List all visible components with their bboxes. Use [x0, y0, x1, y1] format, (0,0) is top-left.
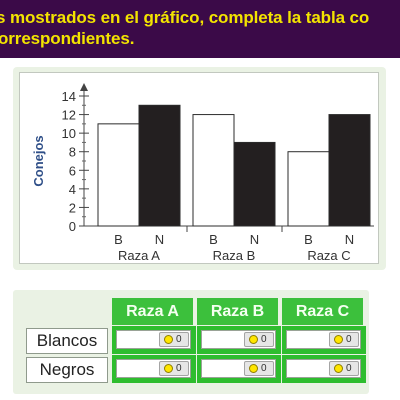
- y-tick-label: 6: [69, 163, 76, 178]
- bar-raza-b-n: [233, 141, 276, 227]
- attempt-counter-button[interactable]: 0: [159, 332, 189, 347]
- bar-category-label: B: [209, 232, 218, 247]
- answer-field: 0: [116, 330, 191, 349]
- group-label: Raza C: [307, 248, 350, 263]
- answer-input-negros-raza-c[interactable]: [287, 360, 327, 377]
- answer-field: 0: [201, 359, 276, 378]
- attempt-count: 0: [346, 363, 352, 374]
- yellow-dot-icon: [164, 364, 173, 373]
- bar-raza-c-n: [328, 114, 371, 227]
- group-label: Raza B: [213, 248, 256, 263]
- answer-input-negros-raza-a[interactable]: [117, 360, 157, 377]
- attempt-counter-button[interactable]: 0: [329, 361, 359, 376]
- answer-field: 0: [286, 359, 361, 378]
- bar-raza-a-n: [138, 104, 181, 227]
- cell-negros-raza-c: 0: [282, 355, 366, 383]
- bar-category-label: B: [304, 232, 313, 247]
- bar-category-label: N: [345, 232, 354, 247]
- attempt-count: 0: [176, 363, 182, 374]
- answer-input-blancos-raza-b[interactable]: [202, 331, 242, 348]
- yellow-dot-icon: [334, 364, 343, 373]
- instruction-line-1: s mostrados en el gráfico, completa la t…: [0, 8, 370, 27]
- y-tick-label: 2: [69, 200, 76, 215]
- row-label-blancos: Blancos: [26, 328, 108, 354]
- group-label: Raza A: [118, 248, 160, 263]
- attempt-counter-button[interactable]: 0: [244, 361, 274, 376]
- answer-field: 0: [116, 359, 191, 378]
- cell-blancos-raza-a: 0: [112, 326, 196, 354]
- attempt-count: 0: [261, 363, 267, 374]
- y-tick-label: 4: [69, 182, 76, 197]
- y-tick-label: 12: [62, 108, 76, 123]
- yellow-dot-icon: [249, 335, 258, 344]
- yellow-dot-icon: [164, 335, 173, 344]
- answer-input-negros-raza-b[interactable]: [202, 360, 242, 377]
- attempt-counter-button[interactable]: 0: [159, 361, 189, 376]
- answer-input-blancos-raza-a[interactable]: [117, 331, 157, 348]
- yellow-dot-icon: [249, 364, 258, 373]
- y-tick-label: 8: [69, 145, 76, 160]
- attempt-counter-button[interactable]: 0: [329, 332, 359, 347]
- bar-raza-c-b: [287, 151, 330, 227]
- instruction-banner: s mostrados en el gráfico, completa la t…: [0, 0, 400, 58]
- cell-negros-raza-b: 0: [197, 355, 281, 383]
- attempt-counter-button[interactable]: 0: [244, 332, 274, 347]
- answer-field: 0: [286, 330, 361, 349]
- bar-category-label: N: [155, 232, 164, 247]
- instruction-line-2: orrespondientes.: [0, 29, 135, 48]
- header-raza-b: Raza B: [197, 298, 278, 325]
- y-tick-label: 10: [62, 126, 76, 141]
- header-raza-a: Raza A: [112, 298, 193, 325]
- attempt-count: 0: [176, 334, 182, 345]
- cell-blancos-raza-c: 0: [282, 326, 366, 354]
- bar-category-label: N: [250, 232, 259, 247]
- cell-blancos-raza-b: 0: [197, 326, 281, 354]
- answer-field: 0: [201, 330, 276, 349]
- row-label-negros: Negros: [26, 357, 108, 383]
- y-axis-title: Conejos: [31, 135, 46, 186]
- chart-panel: Conejos 0 2 4 6 8 10 12 14 B N Raza A B N Raza B B N Raza…: [19, 72, 379, 264]
- answer-input-blancos-raza-c[interactable]: [287, 331, 327, 348]
- y-tick-label: 14: [62, 89, 76, 104]
- y-axis-arrow-icon: [80, 83, 88, 91]
- yellow-dot-icon: [334, 335, 343, 344]
- bar-raza-a-b: [97, 123, 140, 227]
- bar-category-label: B: [114, 232, 123, 247]
- attempt-count: 0: [261, 334, 267, 345]
- chart-frame: Conejos 0 2 4 6 8 10 12 14 B N Raza A B N Raza B B N Raza…: [13, 67, 386, 270]
- cell-negros-raza-a: 0: [112, 355, 196, 383]
- y-tick-label: 0: [69, 219, 76, 234]
- attempt-count: 0: [346, 334, 352, 345]
- bar-raza-b-b: [192, 114, 235, 227]
- header-raza-c: Raza C: [282, 298, 363, 325]
